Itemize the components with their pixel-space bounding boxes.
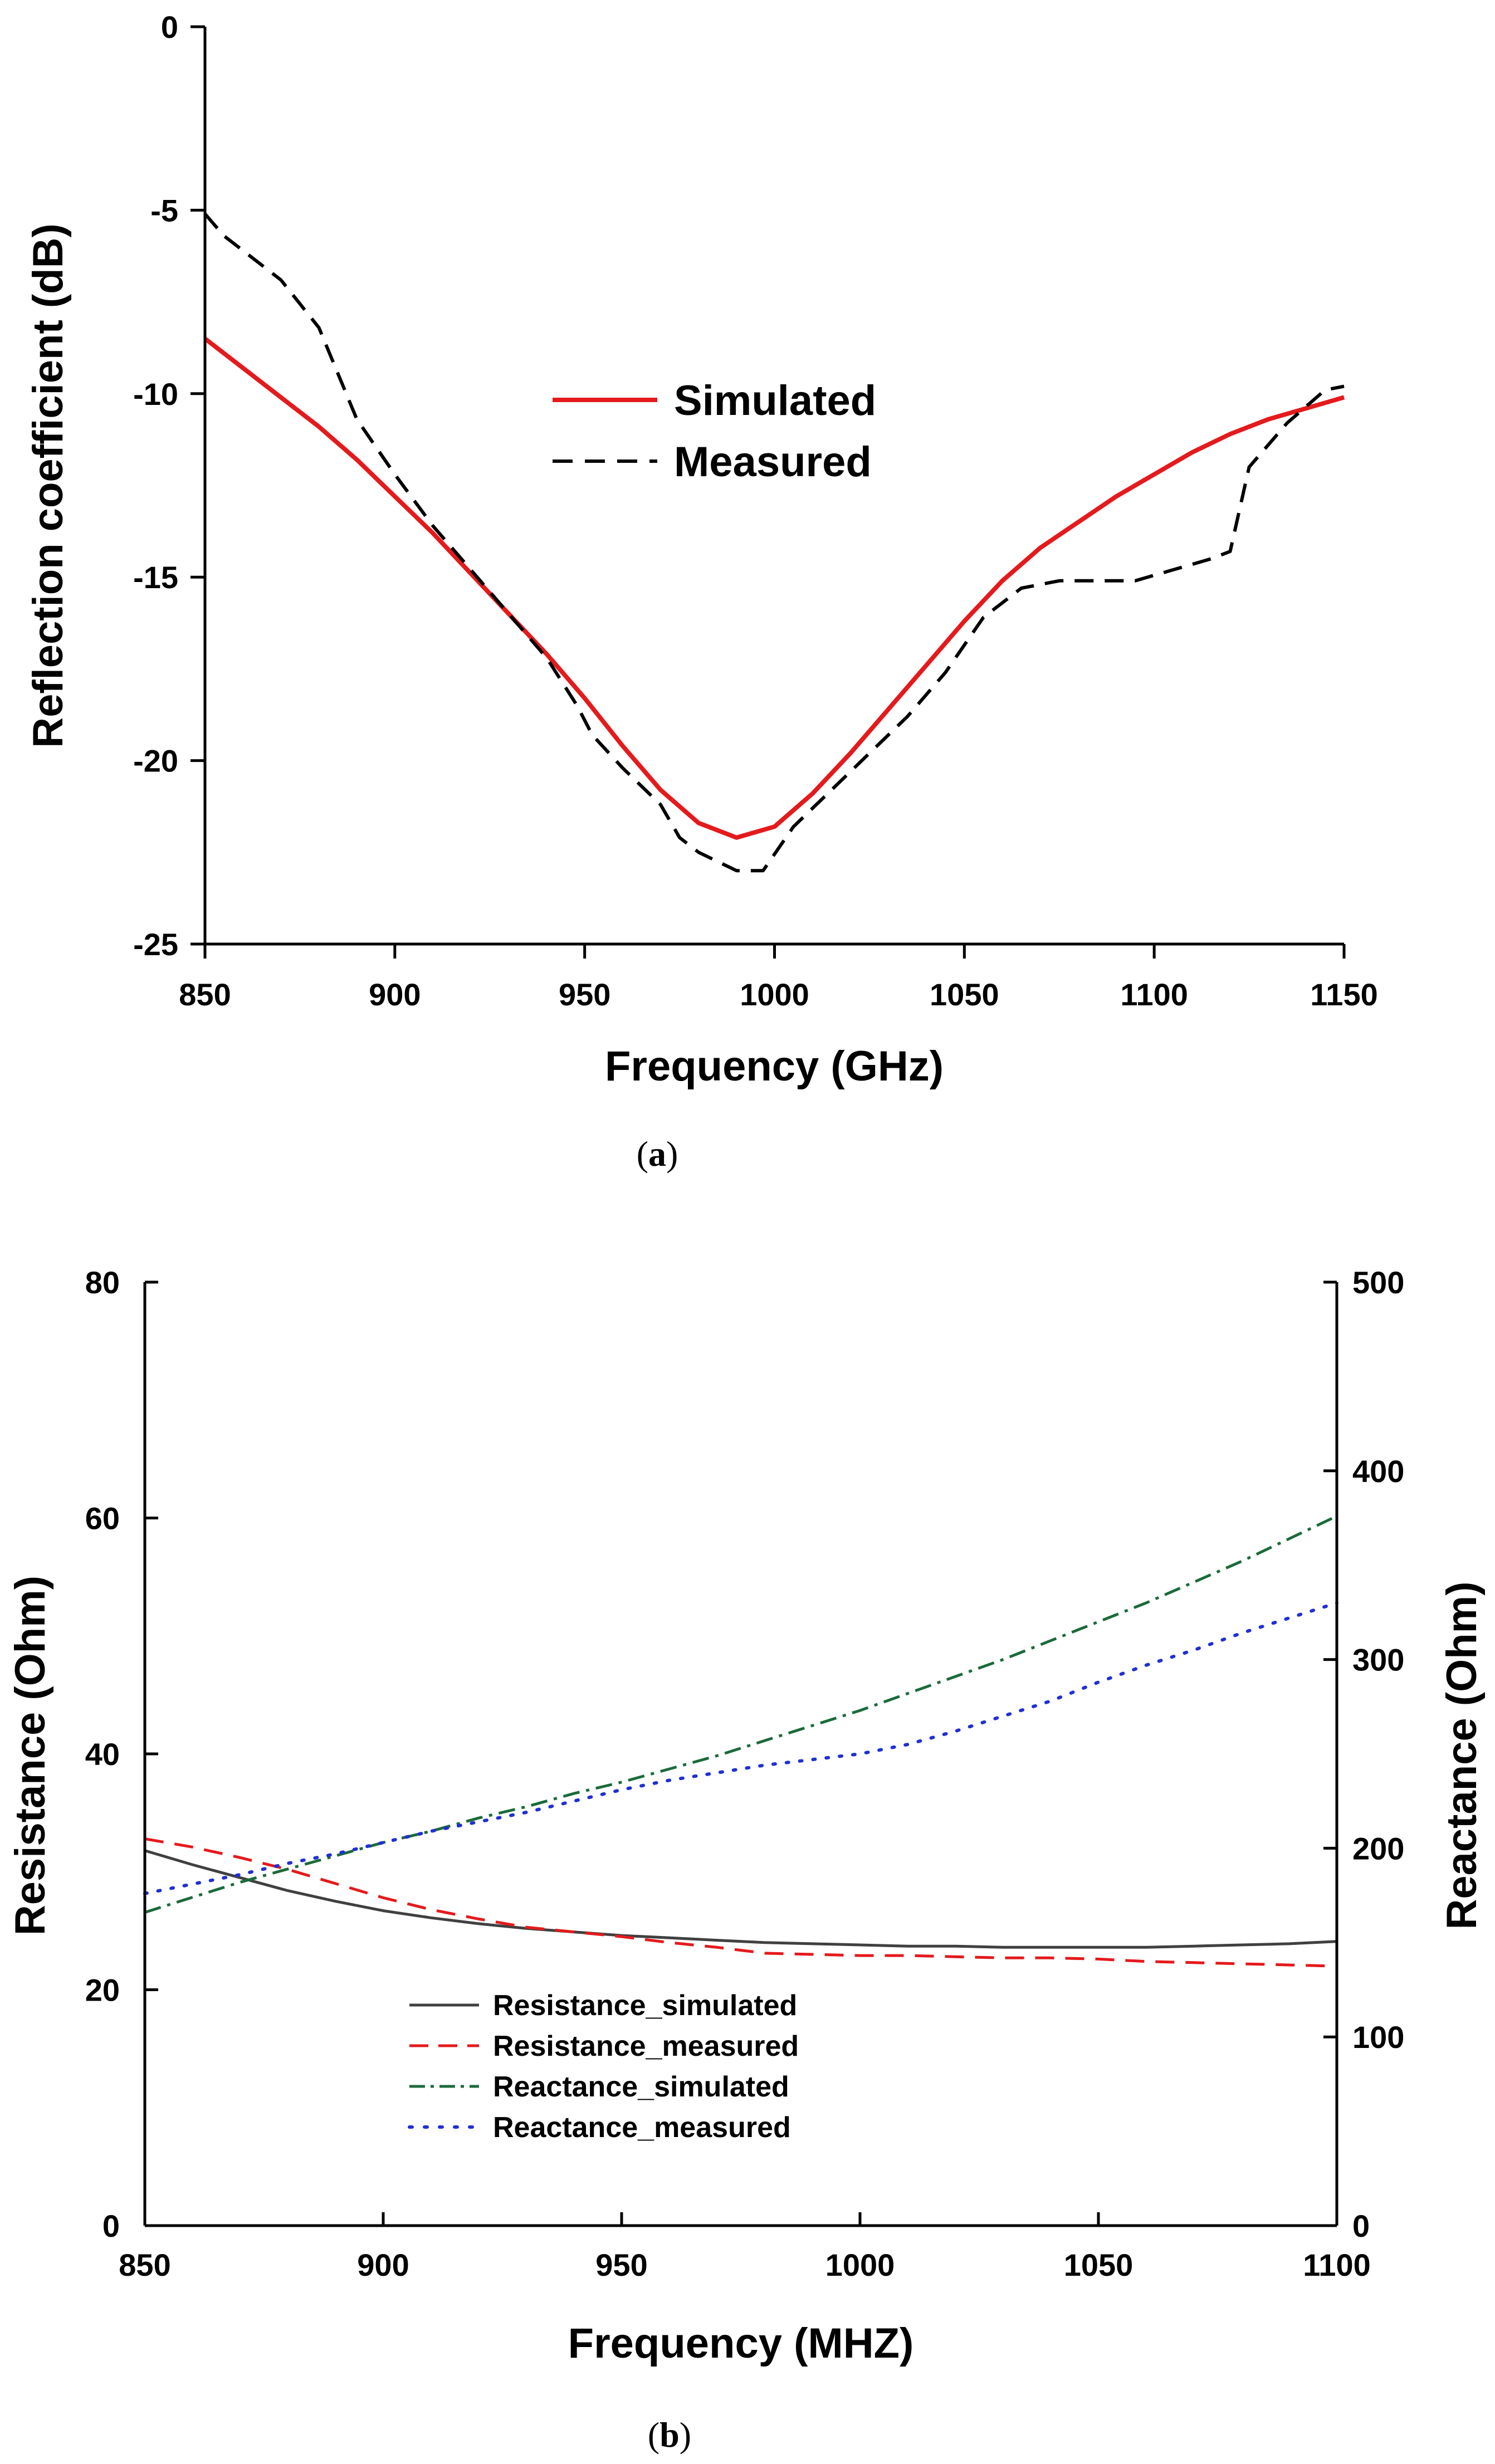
panel-b-right-y-tick-label: 300 [1352,1642,1404,1678]
panel-b-legend: Resistance_simulated Resistance_measured… [408,1989,799,2144]
panel-a-y-tick-label: 0 [161,9,178,45]
panel-b-right-y-axis-title: Reactance (Ohm) [1438,1581,1486,1929]
panel-b-x-tick-label: 850 [119,2247,170,2282]
panel-b-left-y-tick-label: 60 [85,1501,120,1536]
panel-a-series-simulated [203,336,1345,840]
panel-a-x-tick-label: 1000 [740,977,809,1012]
panel-b-x-tick-label: 1050 [1064,2247,1134,2282]
panel-b-x-tick-label: 1000 [825,2247,895,2282]
panel-b-left-y-tick-label: 40 [85,1737,120,1772]
panel-b-x-tick-label: 900 [357,2247,409,2282]
panel-b-right-y-tick-label: 100 [1352,2020,1404,2055]
panel-a-x-axis-title: Frequency (GHz) [605,1043,944,1090]
panel-a-legend: Simulated Measured [553,377,876,486]
legend-measured-label: Measured [674,438,872,486]
panel-a-x-tick-label: 1050 [930,977,999,1012]
panel-a-y-ticks: 0 -5 -10 -15 -20 -25 [133,9,205,962]
panel-a-y-tick-label: -10 [133,377,178,412]
panel-b-left-y-tick-label: 80 [85,1265,120,1300]
legend-resistance-simulated-label: Resistance_simulated [493,1989,797,2022]
panel-b-left-y-tick-label: 0 [102,2208,120,2243]
panel-a-plot-area [203,213,1345,873]
panel-b-right-y-tick-label: 200 [1352,1831,1404,1866]
panel-b-right-y-ticks: 0 100 200 300 400 500 [1323,1265,1404,2243]
panel-a-series-measured [203,213,1345,873]
panel-b-x-axis-title: Frequency (MHZ) [568,2320,914,2367]
panel-a-x-tick-label: 850 [179,977,231,1012]
panel-b-left-y-tick-label: 20 [85,1973,120,2008]
panel-b-impedance-chart: 850 900 950 1000 1050 1100 0 20 40 60 80 0 100 200 3… [7,1265,1486,2455]
panel-b-series-reactance-measured [143,1601,1338,1895]
panel-a-caption: (a) [637,1134,678,1174]
panel-b-series-resistance-measured [144,1837,1337,1968]
panel-b-plot-area [143,1514,1338,1968]
panel-a-x-tick-label: 950 [559,977,610,1012]
panel-a-x-tick-label: 1100 [1120,977,1188,1012]
panel-b-caption: (b) [648,2415,691,2455]
panel-b-right-y-tick-label: 400 [1352,1454,1404,1489]
legend-simulated-label: Simulated [674,377,876,424]
panel-b-x-tick-label: 1100 [1303,2247,1371,2282]
panel-a-x-ticks: 850 900 950 1000 1050 1100 1150 [179,944,1378,1012]
panel-b-right-y-tick-label: 0 [1352,2208,1370,2243]
legend-reactance-simulated-label: Reactance_simulated [493,2071,789,2103]
panel-b-left-y-ticks: 0 20 40 60 80 [85,1265,158,2243]
panel-b-left-y-axis-title: Resistance (Ohm) [7,1576,54,1935]
panel-b-right-y-tick-label: 500 [1352,1265,1404,1300]
panel-a-x-tick-label: 900 [369,977,421,1012]
legend-resistance-measured-label: Resistance_measured [493,2030,799,2062]
panel-a-y-tick-label: -15 [133,560,178,595]
panel-a-y-tick-label: -20 [133,744,178,779]
panel-b-series-resistance-simulated [144,1849,1337,1949]
panel-a-y-axis-title: Reflection coefficient (dB) [25,223,72,748]
panel-a-x-tick-label: 1150 [1310,977,1378,1012]
panel-b-x-ticks: 850 900 950 1000 1050 1100 [119,2212,1371,2282]
panel-b-x-tick-label: 950 [595,2247,647,2282]
panel-a-reflection-chart: 850 900 950 1000 1050 1100 1150 0 -5 -10 -15 -20 -2… [25,9,1378,1174]
legend-reactance-measured-label: Reactance_measured [493,2111,791,2144]
panel-a-y-tick-label: -25 [133,927,178,962]
panel-a-y-tick-label: -5 [150,193,178,228]
